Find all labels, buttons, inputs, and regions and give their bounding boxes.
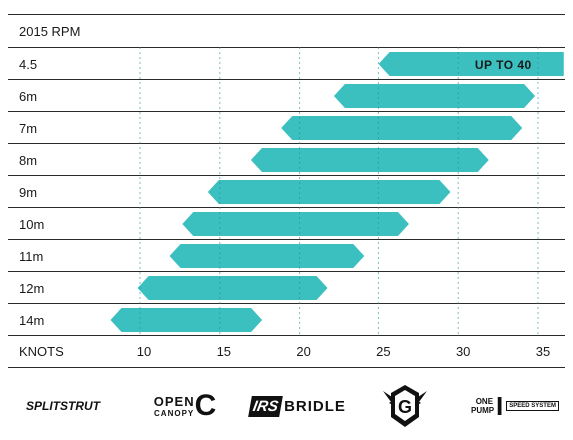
bar-14m (110, 308, 263, 332)
speed-system-text: SPEED SYSTEM (506, 401, 559, 411)
bar-6m (333, 84, 536, 108)
svg-text:G: G (398, 397, 412, 417)
bar-9m (207, 180, 451, 204)
row-label-12m: 12m (19, 281, 44, 296)
one-pump-text: ONE PUMP (471, 397, 495, 415)
row-label-8m: 8m (19, 153, 37, 168)
one-pump-logo: ONE PUMP I SPEED SYSTEM (465, 372, 565, 440)
row-label-6m: 6m (19, 89, 37, 104)
bar-8m (250, 148, 489, 172)
open-canopy-logo-title: OPEN (153, 394, 195, 409)
open-canopy-logo-mark: C (194, 389, 217, 422)
x-tick-35: 35 (536, 344, 550, 359)
splitstrut-logo: SPLITSTRUT (8, 372, 118, 440)
row-label-9m: 9m (19, 185, 37, 200)
row-label-14m: 14m (19, 313, 44, 328)
row-label-10m: 10m (19, 217, 44, 232)
g-wings-logo: G (370, 372, 440, 440)
x-tick-30: 30 (456, 344, 470, 359)
bar-4.5 (378, 52, 564, 76)
x-tick-15: 15 (217, 344, 231, 359)
x-tick-10: 10 (137, 344, 151, 359)
x-tick-20: 20 (296, 344, 310, 359)
row-label-11m: 11m (19, 249, 43, 264)
bar-annotation: UP TO 40 (475, 58, 532, 72)
bar-10m (182, 212, 409, 236)
x-tick-25: 25 (376, 344, 390, 359)
pump-icon: I (496, 390, 504, 421)
open-canopy-logo-sub: CANOPY (154, 409, 195, 418)
row-label-7m: 7m (19, 121, 37, 136)
irs-bridle-logo: IRS BRIDLE (248, 372, 346, 440)
open-canopy-logo: OPEN CANOPY C (140, 372, 230, 440)
row-label-4.5: 4.5 (19, 57, 37, 72)
x-axis-title: KNOTS (19, 344, 64, 359)
logo-strip: SPLITSTRUT OPEN CANOPY C IRS BRIDLE G ON… (0, 372, 573, 440)
bar-7m (281, 116, 523, 140)
g-wings-icon: G (383, 385, 427, 427)
splitstrut-logo-text: SPLITSTRUT (26, 399, 100, 413)
bridle-logo-text: BRIDLE (284, 397, 346, 415)
irs-logo-box: IRS (248, 395, 283, 417)
bar-12m (137, 276, 328, 300)
bar-11m (169, 244, 365, 268)
chart-title: 2015 RPM (19, 24, 80, 39)
